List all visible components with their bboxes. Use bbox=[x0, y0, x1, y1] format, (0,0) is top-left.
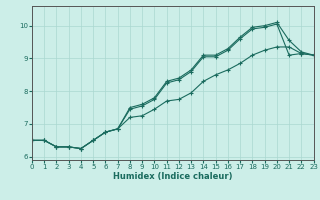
X-axis label: Humidex (Indice chaleur): Humidex (Indice chaleur) bbox=[113, 172, 233, 181]
